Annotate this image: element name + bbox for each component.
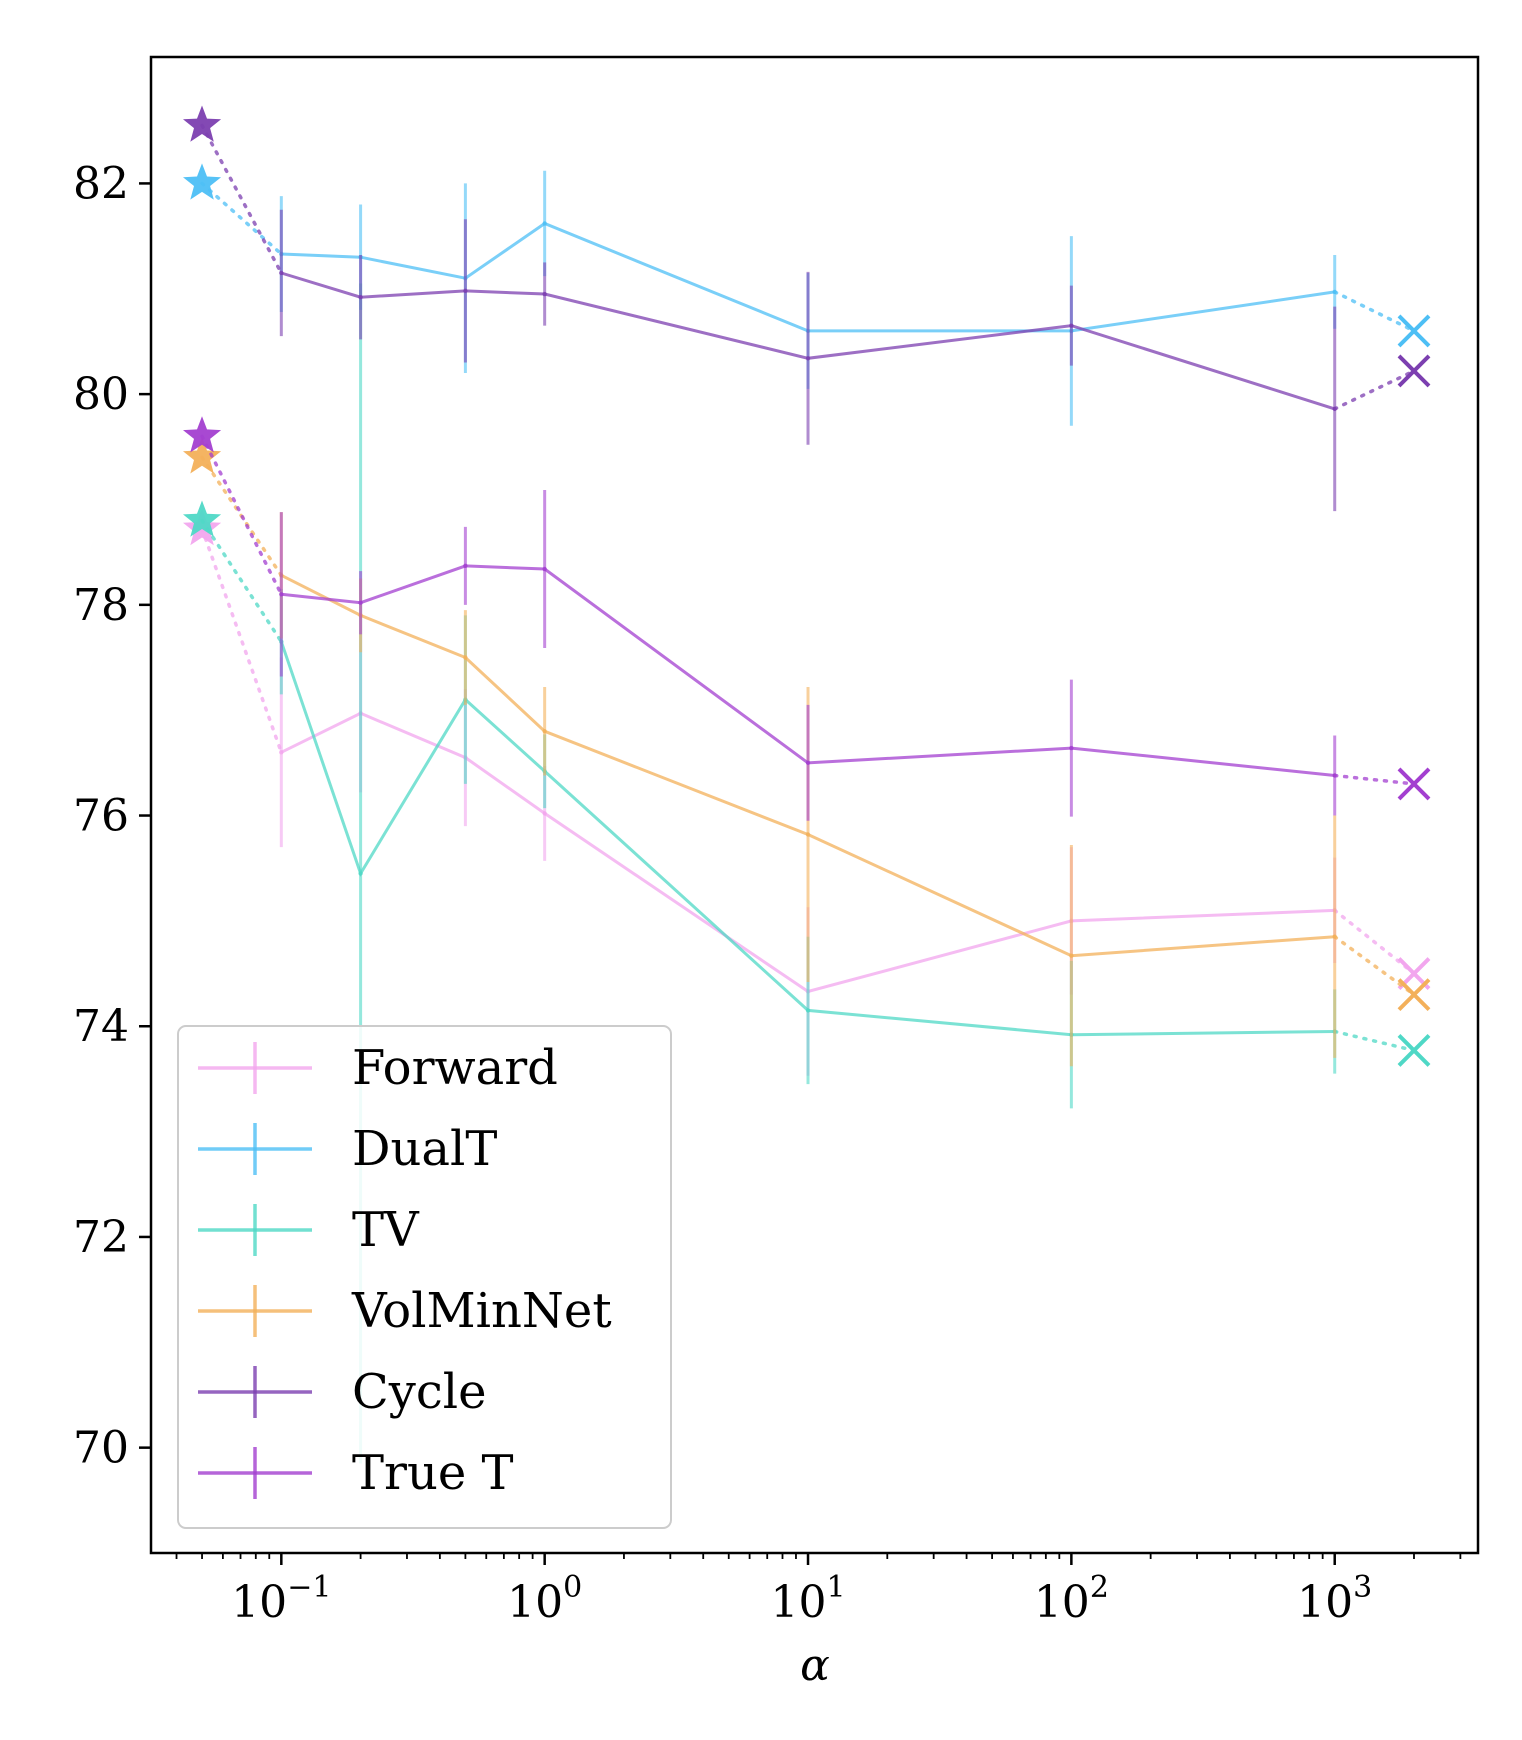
series-volminnet	[183, 437, 1431, 1067]
y-tick-label: 72	[73, 1212, 129, 1263]
plot-marks	[183, 105, 1431, 1464]
plot-frame	[149, 55, 1480, 1555]
point-true-t	[279, 592, 284, 597]
series-forward	[183, 509, 1431, 1076]
x-tick-label: 101	[770, 1570, 845, 1628]
legend-label-dualt: DualT	[352, 1121, 497, 1177]
point-volminnet	[463, 655, 468, 660]
point-tv	[358, 871, 363, 876]
cross-marker-volminnet	[1397, 978, 1431, 1012]
y-tick-label: 82	[73, 158, 129, 209]
x-tick-label: 10−1	[231, 1570, 331, 1628]
point-dualt	[542, 221, 547, 226]
legend-item-volminnet: VolMinNet	[198, 1283, 612, 1339]
legend-item-cycle: Cycle	[198, 1364, 486, 1420]
x-tick-label: 103	[1297, 1570, 1372, 1628]
point-cycle	[805, 356, 811, 361]
cross-marker-dualt	[1397, 314, 1431, 348]
y-tick-label: 80	[73, 369, 129, 420]
point-true-t	[358, 600, 363, 605]
point-cycle	[279, 270, 284, 276]
axis-ticks: 70 72 74 76 78 80 82 10−1 100 101 102 103	[73, 158, 1462, 1628]
star-connector-dualt	[200, 181, 284, 256]
cross-marker-true-t	[1397, 767, 1431, 801]
star-connector-cycle	[200, 123, 284, 275]
point-true-t	[805, 760, 811, 766]
star-marker-cycle	[183, 105, 222, 142]
x-axis-label: α	[800, 1640, 830, 1691]
series-true-t	[183, 416, 1431, 821]
point-tv	[805, 1008, 811, 1013]
star-connector-tv	[200, 518, 284, 644]
cross-connector-tv	[1332, 1029, 1416, 1053]
point-volminnet	[1069, 953, 1074, 958]
y-tick-label: 78	[73, 580, 129, 631]
point-cycle	[358, 295, 363, 300]
star-marker-true-t	[183, 416, 222, 453]
legend-label-forward: Forward	[352, 1040, 558, 1096]
legend: Forward DualT TV VolMinNet Cycle True T	[177, 1025, 672, 1529]
point-true-t	[463, 563, 468, 569]
cross-marker-tv	[1397, 1034, 1431, 1067]
point-volminnet	[805, 832, 811, 837]
point-forward	[279, 750, 284, 755]
cross-connector-forward	[1332, 908, 1416, 976]
legend-label-tv: TV	[352, 1202, 420, 1258]
cross-connector-dualt	[1332, 290, 1416, 333]
x-tick-label: 102	[1034, 1570, 1109, 1628]
point-true-t	[1069, 745, 1074, 751]
legend-label-true-t: True T	[352, 1445, 514, 1501]
star-marker-volminnet	[183, 437, 222, 474]
star-marker-dualt	[183, 163, 222, 200]
legend-item-tv: TV	[198, 1202, 420, 1258]
point-cycle	[463, 288, 468, 294]
cross-connector-cycle	[1332, 369, 1416, 411]
legend-item-dualt: DualT	[198, 1121, 497, 1177]
legend-frame	[177, 1025, 672, 1529]
star-connector-forward	[200, 527, 284, 755]
point-cycle	[542, 291, 547, 297]
series-dualt	[183, 163, 1431, 426]
legend-label-volminnet: VolMinNet	[351, 1283, 612, 1339]
series-cycle	[183, 105, 1431, 512]
y-tick-label: 74	[73, 1001, 129, 1052]
cross-connector-volminnet	[1332, 934, 1416, 997]
legend-item-true-t: True T	[198, 1445, 514, 1501]
legend-label-cycle: Cycle	[352, 1364, 486, 1420]
y-tick-label: 76	[73, 791, 129, 842]
star-connector-true-t	[200, 434, 284, 597]
x-tick-label: 100	[507, 1570, 582, 1628]
cross-marker-cycle	[1397, 354, 1431, 388]
y-tick-label: 70	[73, 1423, 129, 1474]
point-cycle	[1069, 323, 1074, 328]
point-volminnet	[542, 729, 547, 734]
point-true-t	[542, 566, 547, 572]
legend-item-forward: Forward	[198, 1040, 558, 1096]
cross-connector-true-t	[1332, 773, 1416, 786]
star-marker-tv	[183, 500, 222, 537]
point-forward	[542, 811, 547, 816]
